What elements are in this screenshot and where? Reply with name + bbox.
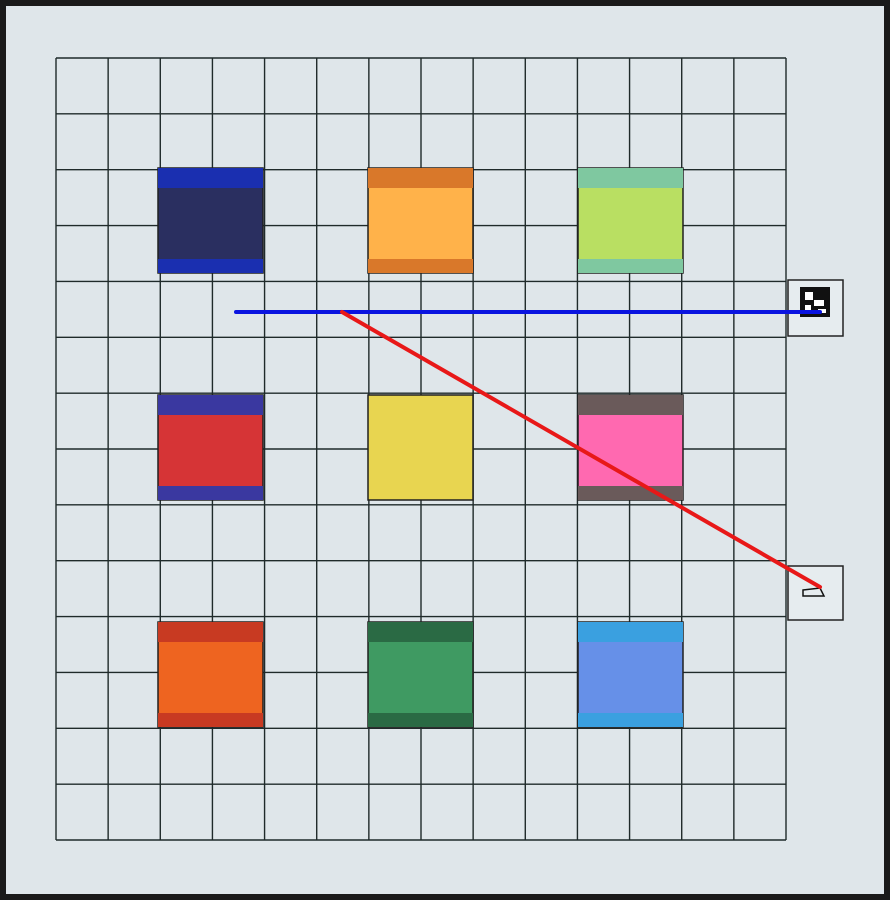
red-square bbox=[157, 394, 264, 501]
colored-squares bbox=[157, 167, 684, 728]
fiducial-marker-top bbox=[787, 279, 844, 337]
outline-marker-icon bbox=[802, 587, 826, 597]
red-line bbox=[340, 310, 822, 589]
yellow-square bbox=[367, 394, 474, 501]
navy-square bbox=[157, 167, 264, 274]
orange-square bbox=[157, 621, 264, 728]
orange-light-square bbox=[367, 167, 474, 274]
blue-square bbox=[577, 621, 684, 728]
lime-square bbox=[577, 167, 684, 274]
green-square bbox=[367, 621, 474, 728]
pink-square bbox=[577, 394, 684, 501]
